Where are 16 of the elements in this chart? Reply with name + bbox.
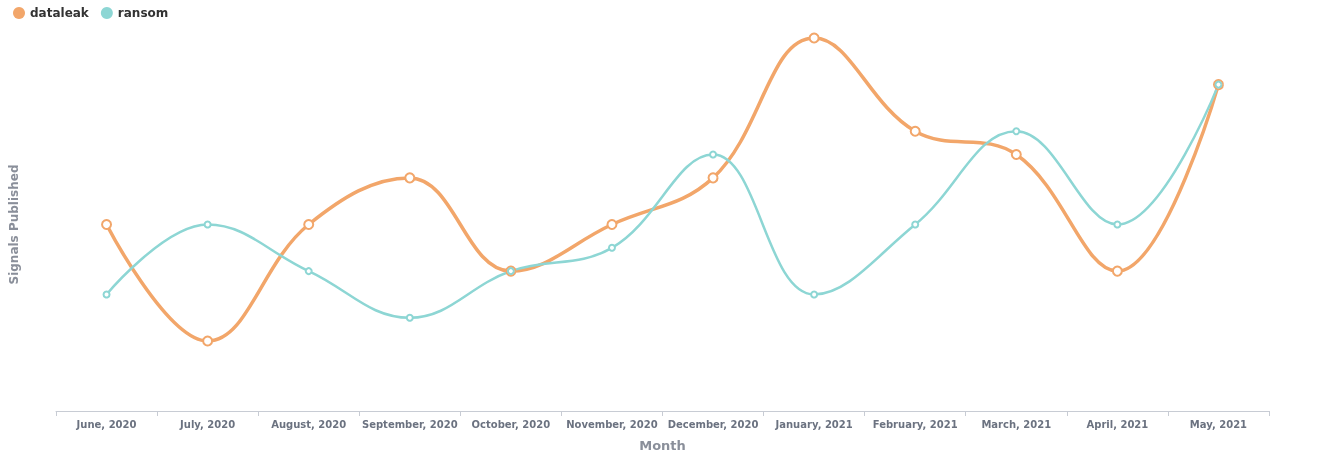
x-tick-label: November, 2020	[566, 418, 658, 430]
x-tick-label: January, 2021	[774, 418, 853, 430]
x-tick-label: May, 2021	[1189, 418, 1248, 430]
legend-label: ransom	[117, 6, 169, 20]
x-tick-label: March, 2021	[981, 418, 1052, 430]
x-tick-label: February, 2021	[872, 418, 958, 430]
x-tick-label: April, 2021	[1086, 418, 1149, 430]
x-tick-label: June, 2020	[75, 418, 137, 430]
x-tick-label: July, 2020	[179, 418, 236, 430]
x-tick-label: September, 2020	[361, 418, 458, 430]
x-tick-label: August, 2020	[271, 418, 347, 430]
y-axis-title: Signals Published	[7, 164, 21, 285]
x-axis-title: Month	[639, 438, 686, 453]
legend-label: dataleak	[30, 6, 90, 20]
x-tick-label: December, 2020	[667, 418, 759, 430]
x-tick-label: October, 2020	[471, 418, 551, 430]
